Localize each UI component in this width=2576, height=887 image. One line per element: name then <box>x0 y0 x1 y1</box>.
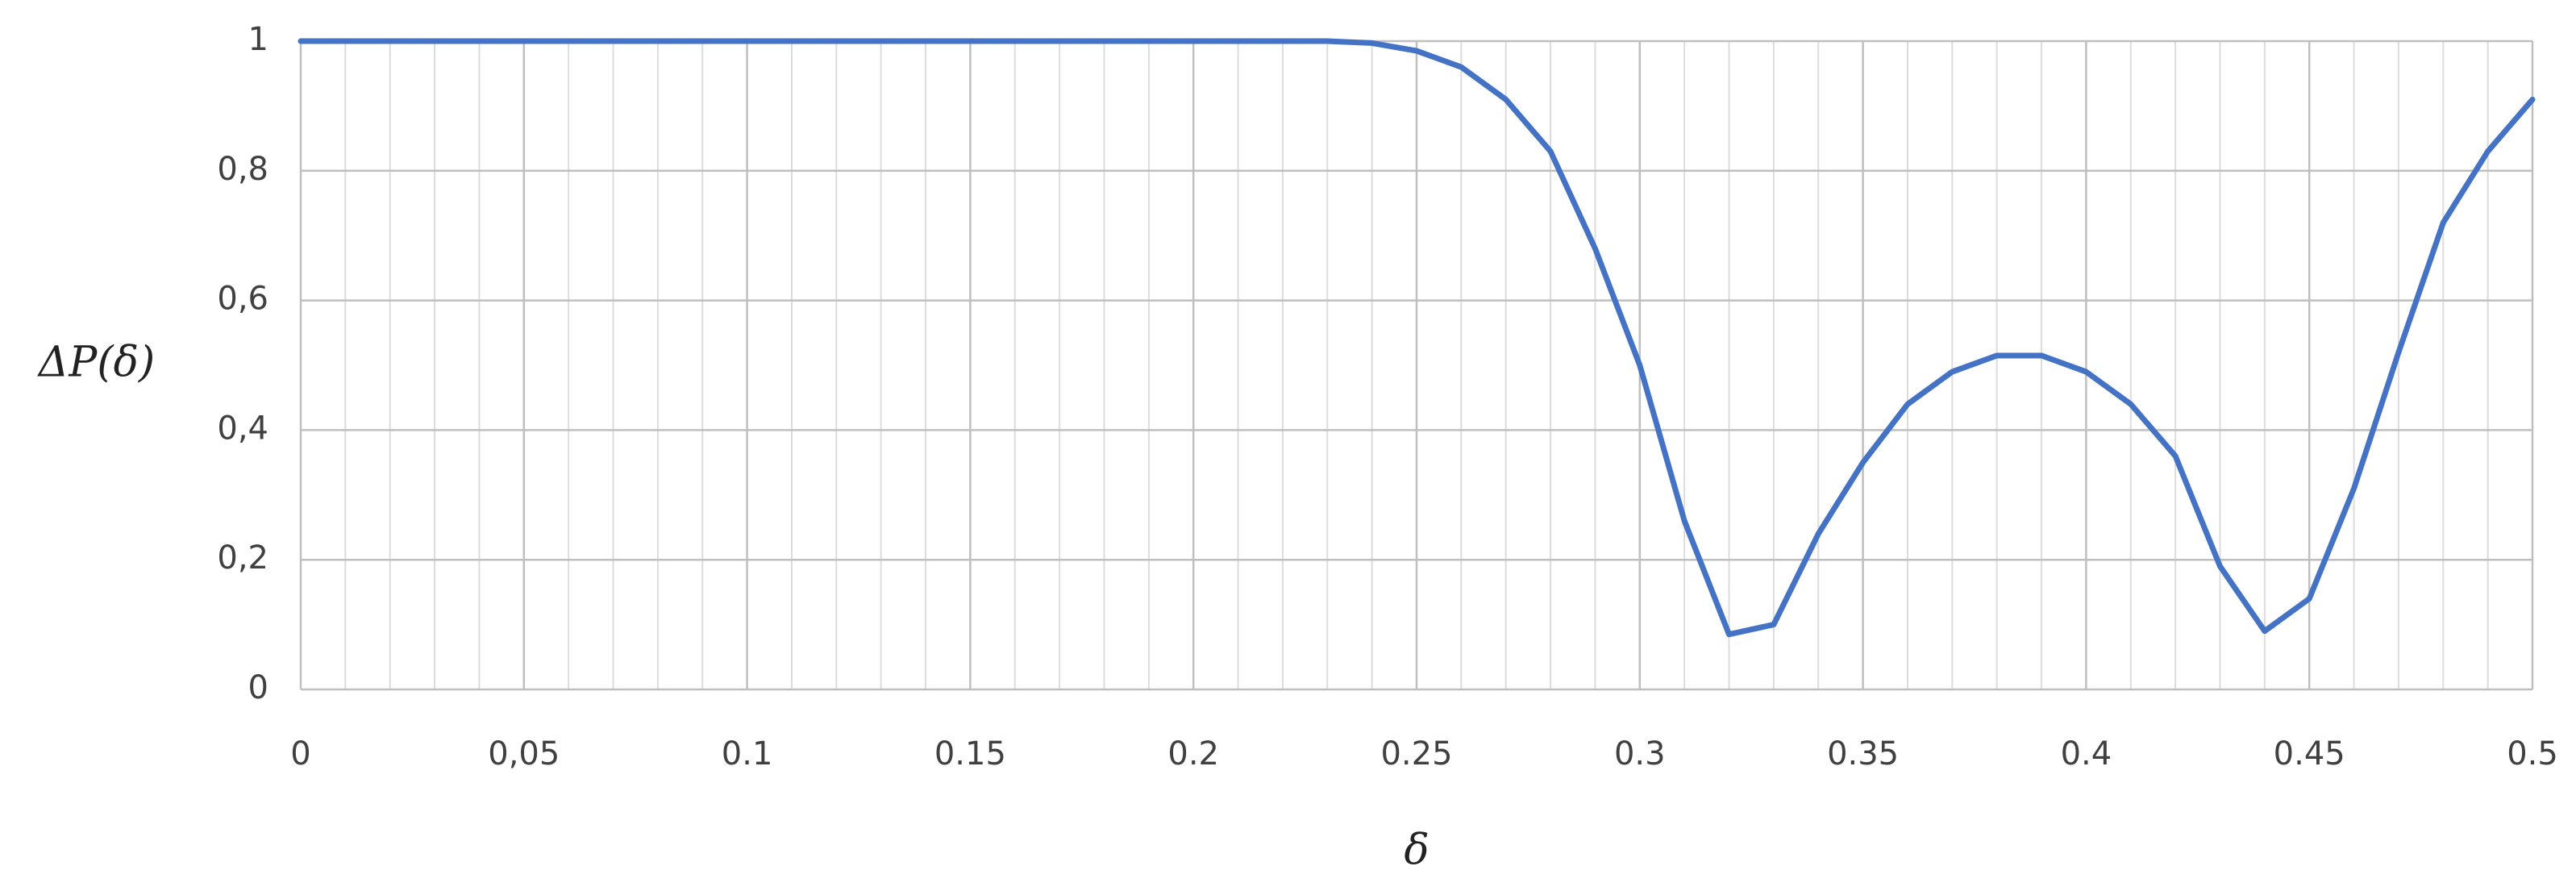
x-tick-label: 0.3 <box>1614 735 1666 772</box>
y-tick-label: 1 <box>248 21 268 58</box>
x-tick-label: 0.5 <box>2507 735 2558 772</box>
x-tick-label: 0.4 <box>2061 735 2112 772</box>
x-tick-label: 0,05 <box>488 735 560 772</box>
x-tick-label: 0.45 <box>2274 735 2345 772</box>
y-tick-label: 0,2 <box>217 539 268 577</box>
y-tick-label: 0,8 <box>217 151 268 188</box>
y-axis-label: ΔP(δ) <box>37 339 155 387</box>
x-tick-label: 0.35 <box>1827 735 1899 772</box>
x-tick-label: 0 <box>290 735 310 772</box>
y-tick-label: 0,4 <box>217 410 268 447</box>
x-tick-label: 0.1 <box>722 735 773 772</box>
x-tick-label: 0.15 <box>934 735 1006 772</box>
y-tick-label: 0 <box>248 669 268 706</box>
y-tick-label: 0,6 <box>217 281 268 318</box>
line <box>298 38 2536 638</box>
x-axis-label: δ <box>1404 827 1429 875</box>
x-tick-label: 0.25 <box>1380 735 1452 772</box>
x-tick-label: 0.2 <box>1167 735 1219 772</box>
